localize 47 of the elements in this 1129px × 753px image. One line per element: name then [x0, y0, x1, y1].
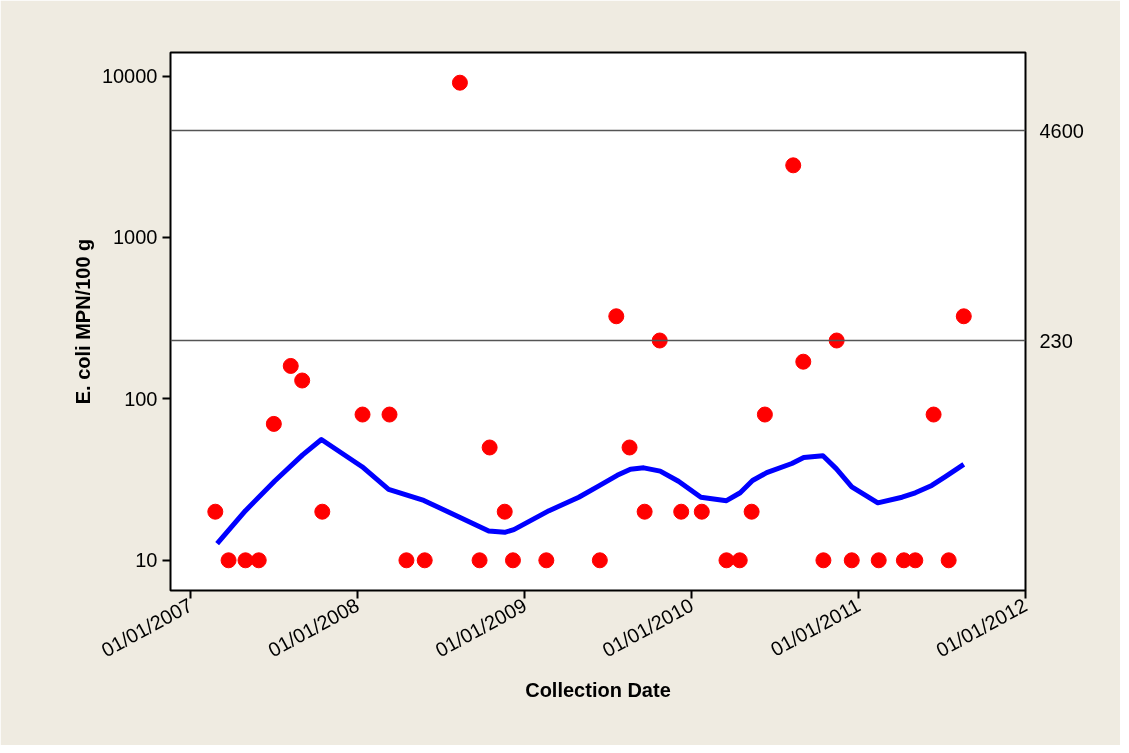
y-tick-label: 10000	[101, 65, 158, 88]
point	[416, 552, 433, 569]
point	[237, 552, 254, 569]
point	[955, 308, 972, 325]
point	[843, 552, 860, 569]
x-axis-title: Collection Date	[525, 678, 671, 701]
y-tick-label: 100	[124, 387, 158, 410]
point	[907, 552, 924, 569]
point	[651, 332, 668, 349]
point	[481, 439, 498, 456]
point	[220, 552, 237, 569]
point	[621, 439, 638, 456]
point	[398, 552, 415, 569]
point	[815, 552, 832, 569]
y-tick-label: 10	[135, 549, 158, 572]
point	[925, 406, 942, 423]
point	[756, 406, 773, 423]
ref-line-label: 230	[1039, 329, 1073, 352]
point	[940, 552, 957, 569]
point	[451, 74, 468, 91]
point	[743, 503, 760, 520]
point	[504, 552, 521, 569]
point	[591, 552, 608, 569]
point	[718, 552, 735, 569]
point	[673, 503, 690, 520]
point	[381, 406, 398, 423]
point	[636, 503, 653, 520]
point	[294, 372, 311, 389]
point	[731, 552, 748, 569]
point	[496, 503, 513, 520]
y-tick-label: 1000	[113, 226, 158, 249]
y-axis-title: E. coli MPN/100 g	[71, 238, 94, 405]
point	[828, 332, 845, 349]
point	[250, 552, 267, 569]
point	[265, 415, 282, 432]
point	[870, 552, 887, 569]
point	[795, 353, 812, 370]
point	[538, 552, 555, 569]
point	[282, 357, 299, 374]
point	[693, 503, 710, 520]
point	[207, 503, 224, 520]
point	[314, 503, 331, 520]
point	[785, 157, 802, 174]
point	[471, 552, 488, 569]
point	[354, 406, 371, 423]
ref-line-label: 4600	[1039, 119, 1084, 142]
point	[608, 308, 625, 325]
